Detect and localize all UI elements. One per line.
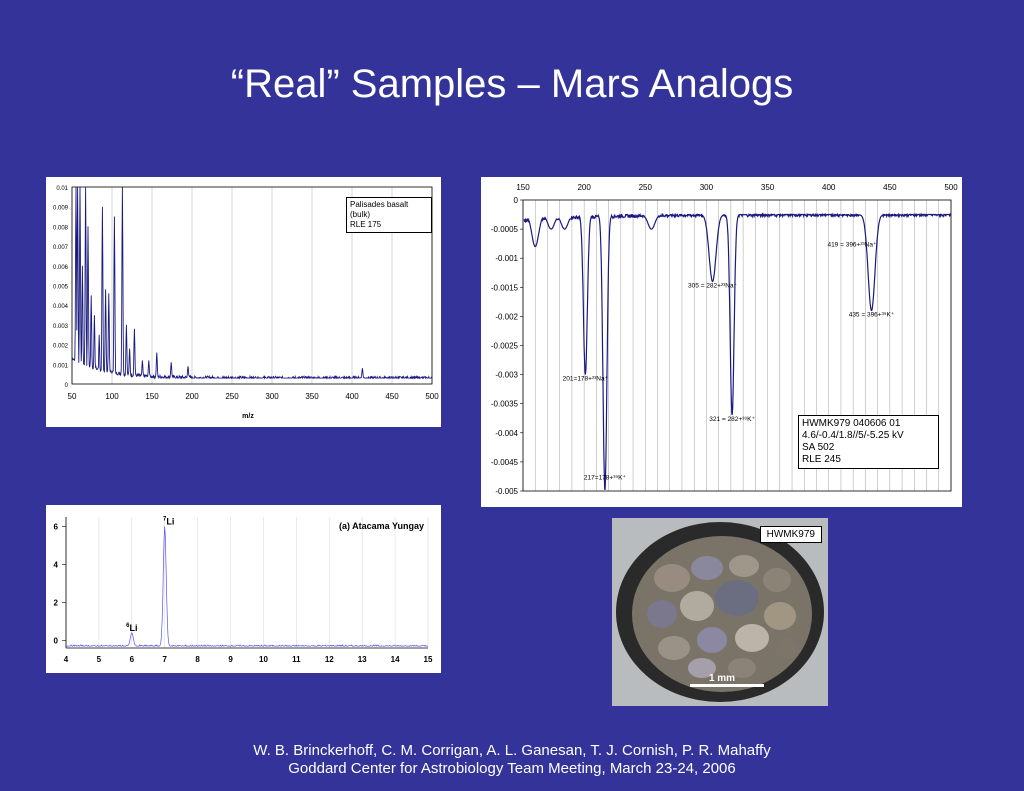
atacama-y-tick-label: 6 (54, 522, 59, 531)
hwmk979-y-tick-label: -0.001 (495, 254, 518, 263)
hwmk979-x-tick-label: 400 (822, 183, 836, 192)
palisades-plot-border (71, 186, 433, 385)
palisades-y-tick-label: 0.001 (53, 363, 69, 369)
scale-bar (690, 684, 764, 687)
hwmk979-y-tick-label: -0.0015 (491, 283, 519, 292)
palisades-y-tick-label: 0 (65, 383, 69, 389)
hwmk979-spectrum-chart: 150 200 250 300 350 400 450 500 0 -0.0005 -0.001 -0… (491, 183, 958, 496)
hwmk979-peak-annotation: 419 = 396+²³Na⁺ (827, 242, 877, 249)
hwmk979-y-tick-label: -0.0045 (491, 458, 519, 467)
hwmk979-legend-line1: HWMK979 040606 01 (802, 418, 901, 429)
hwmk979-chart-panel: 150 200 250 300 350 400 450 500 0 -0.0005 -0.001 -0… (481, 177, 962, 507)
atacama-peak-isotope: 6 (126, 623, 130, 629)
palisades-x-tick-label: 200 (185, 392, 199, 401)
hwmk979-plot-border (522, 199, 952, 492)
footer-meeting: Goddard Center for Astrobiology Team Mee… (288, 760, 736, 777)
atacama-x-tick-label: 10 (259, 655, 268, 664)
atacama-x-tick-label: 8 (195, 655, 200, 664)
palisades-y-tick-label: 0.009 (53, 206, 69, 212)
palisades-x-tick-label: 300 (265, 392, 279, 401)
palisades-x-tick-label: 150 (145, 392, 159, 401)
palisades-x-tick-label: 250 (225, 392, 239, 401)
hwmk979-peak-annotation: 201=178+²³Na⁺ (563, 375, 609, 382)
atacama-x-tick-label: 12 (325, 655, 334, 664)
palisades-y-tick-label: 0.004 (53, 304, 69, 310)
hwmk979-y-tick-label: -0.0025 (491, 342, 519, 351)
hwmk979-peak-annotation: 321 = 282+³⁹K⁺ (709, 416, 755, 423)
scale-bar-label: 1 mm (708, 673, 736, 684)
atacama-chart-panel: 4 5 6 7 8 9 10 11 12 13 14 15 0 2 4 6 (a) Atacama Yungay… (46, 505, 441, 673)
atacama-peak-element: Li (129, 623, 137, 633)
atacama-x-tick-label: 15 (424, 655, 433, 664)
hwmk979-y-tick-label: 0 (514, 196, 519, 205)
hwmk979-x-tick-label: 150 (516, 183, 530, 192)
hwmk979-x-tick-label: 250 (639, 183, 653, 192)
hwmk979-y-tick-label: -0.003 (495, 371, 518, 380)
hwmk979-peak-annotation: 305 = 282+²³Na⁺ (688, 282, 738, 289)
hwmk979-legend-line3: SA 502 (802, 442, 835, 453)
hwmk979-y-tick-label: -0.002 (495, 312, 518, 321)
sample-photo: HWMK979 1 mm (612, 518, 828, 706)
atacama-x-tick-label: 9 (228, 655, 233, 664)
palisades-x-axis-label: m/z (242, 413, 254, 420)
palisades-x-tick-label: 50 (68, 392, 77, 401)
palisades-y-tick-label: 0.01 (56, 186, 68, 192)
palisades-y-tick-label: 0.002 (53, 344, 69, 350)
hwmk979-y-tick-label: -0.004 (495, 429, 518, 438)
palisades-x-tick-label: 500 (425, 392, 439, 401)
atacama-x-tick-label: 13 (358, 655, 367, 664)
palisades-y-tick-label: 0.007 (53, 245, 69, 251)
palisades-y-tick-label: 0.006 (53, 265, 69, 271)
palisades-legend: Palisades basalt (bulk) RLE 175 (346, 197, 432, 233)
palisades-x-tick-label: 450 (385, 392, 399, 401)
slide-footer: W. B. Brinckerhoff, C. M. Corrigan, A. L… (0, 742, 1024, 778)
atacama-x-tick-label: 4 (64, 655, 69, 664)
palisades-legend-line1: Palisades basalt (bulk) (350, 200, 409, 219)
hwmk979-y-tick-label: -0.0035 (491, 400, 519, 409)
atacama-peak-element: Li (166, 516, 174, 526)
palisades-y-tick-label: 0.005 (53, 285, 69, 291)
palisades-y-tick-label: 0.003 (53, 324, 69, 330)
atacama-x-tick-label: 5 (97, 655, 102, 664)
palisades-x-tick-label: 100 (105, 392, 119, 401)
hwmk979-x-tick-label: 300 (700, 183, 714, 192)
palisades-x-tick-label: 400 (345, 392, 359, 401)
hwmk979-x-tick-label: 350 (761, 183, 775, 192)
hwmk979-legend-line4: RLE 245 (802, 454, 841, 465)
palisades-spectrum-chart: 50 100 150 200 250 300 350 400 450 500 0 0.001 0.002… (53, 186, 439, 420)
atacama-y-tick-label: 2 (54, 598, 59, 607)
palisades-y-tick-label: 0.008 (53, 225, 69, 231)
atacama-peak-label: 6Li (126, 623, 137, 633)
palisades-x-tick-label: 350 (305, 392, 319, 401)
hwmk979-x-tick-label: 450 (883, 183, 897, 192)
atacama-peak-label: 7Li (163, 516, 174, 526)
footer-authors: W. B. Brinckerhoff, C. M. Corrigan, A. L… (253, 742, 771, 759)
hwmk979-peak-annotation: 435 = 396+³⁹K⁺ (849, 311, 895, 318)
palisades-chart-panel: 50 100 150 200 250 300 350 400 450 500 0 0.001 0.002… (46, 177, 441, 427)
hwmk979-y-tick-label: -0.0005 (491, 225, 519, 234)
hwmk979-x-tick-label: 200 (577, 183, 591, 192)
sample-cup-image (612, 518, 828, 706)
hwmk979-y-tick-label: -0.005 (495, 487, 518, 496)
hwmk979-series-line (523, 212, 952, 491)
atacama-spectrum-chart: 4 5 6 7 8 9 10 11 12 13 14 15 0 2 4 6 (a) Atacama Yungay… (54, 516, 433, 664)
atacama-x-tick-label: 14 (391, 655, 400, 664)
atacama-chart-title: (a) Atacama Yungay (339, 521, 424, 531)
atacama-x-tick-label: 6 (130, 655, 135, 664)
atacama-x-tick-label: 7 (163, 655, 168, 664)
palisades-legend-line2: RLE 175 (350, 220, 382, 229)
hwmk979-legend: HWMK979 040606 01 4.6/-0.4/1.8//5/-5.25 … (798, 415, 939, 469)
hwmk979-x-tick-label: 500 (944, 183, 958, 192)
atacama-y-tick-label: 0 (54, 636, 59, 645)
hwmk979-legend-line2: 4.6/-0.4/1.8//5/-5.25 kV (802, 430, 904, 441)
atacama-x-tick-label: 11 (292, 655, 301, 664)
hwmk979-peak-annotation: 217=178+³⁹K⁺ (584, 474, 627, 481)
photo-sample-label: HWMK979 (759, 526, 822, 543)
palisades-series-line (71, 186, 433, 380)
slide-title: “Real” Samples – Mars Analogs (230, 62, 794, 106)
atacama-series-line (66, 526, 429, 647)
atacama-peak-isotope: 7 (163, 516, 167, 522)
atacama-y-tick-label: 4 (54, 560, 59, 569)
